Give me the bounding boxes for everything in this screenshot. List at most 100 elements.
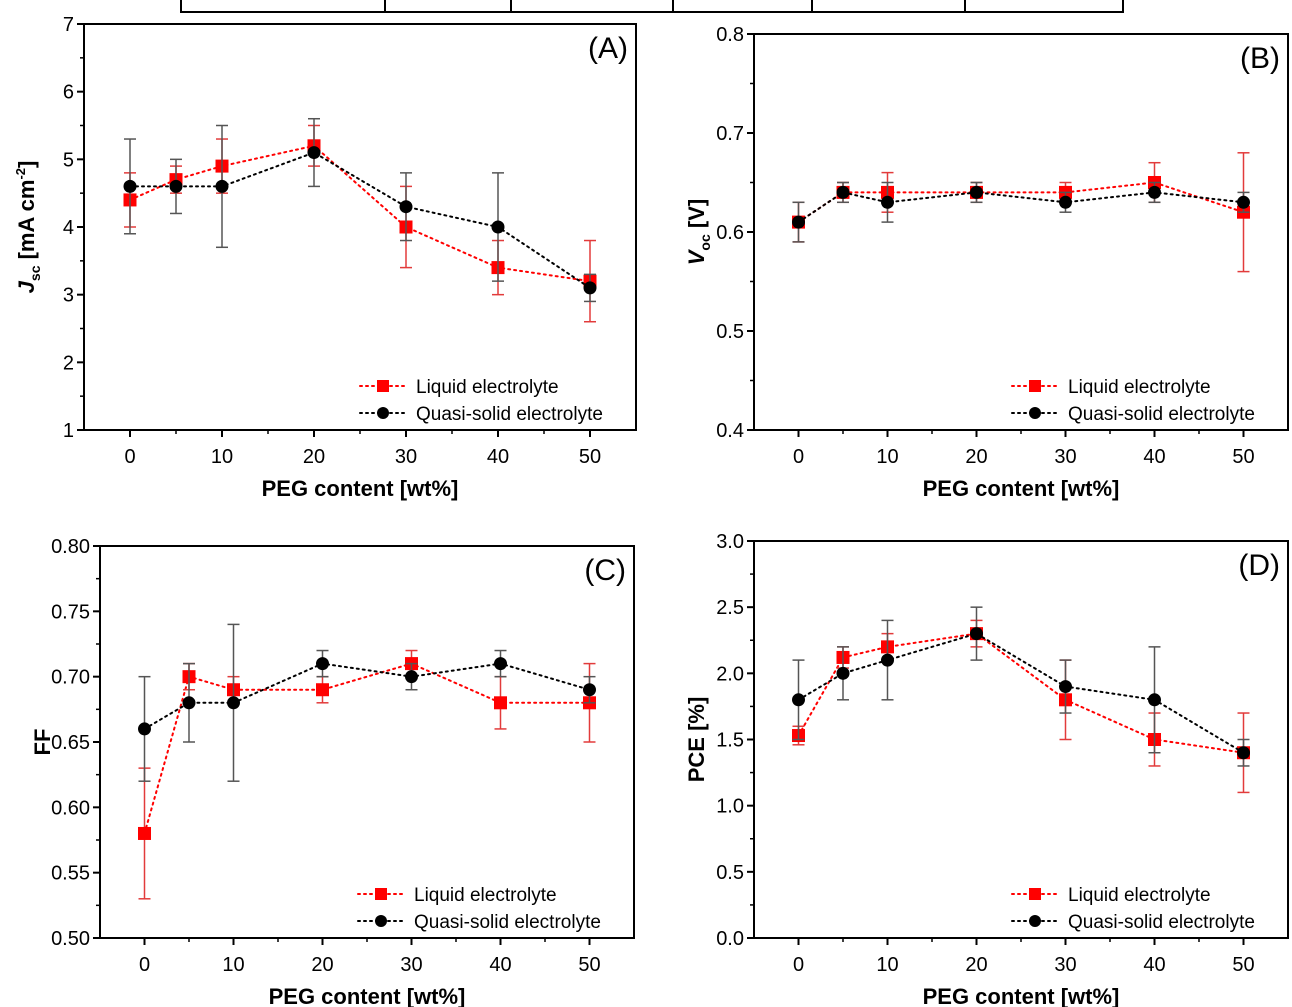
y-tick-label: 0.60 xyxy=(51,797,90,819)
x-tick-label: 0 xyxy=(139,954,150,976)
legend-label: Quasi-solid electrolyte xyxy=(416,404,603,425)
y-tick-label: 6 xyxy=(63,82,74,104)
x-tick-label: 50 xyxy=(1232,954,1254,976)
y-tick-label: 2 xyxy=(63,352,74,374)
y-axis-label: Jsc [mA cm-2] xyxy=(13,161,43,294)
legend-marker-square xyxy=(1029,380,1041,392)
x-axis-label: PEG content [wt%] xyxy=(923,476,1120,501)
y-tick-label: 5 xyxy=(63,149,74,171)
table-divider xyxy=(510,0,512,11)
x-tick-label: 10 xyxy=(211,446,233,468)
data-point-quasi-solid xyxy=(792,693,805,707)
x-tick-label: 30 xyxy=(395,446,417,468)
series-line-liquid xyxy=(797,632,1245,754)
data-point-quasi-solid xyxy=(1148,185,1161,199)
x-tick-label: 0 xyxy=(124,446,135,468)
series-line-liquid xyxy=(143,662,591,835)
data-point-quasi-solid xyxy=(1237,195,1250,209)
y-tick-label: 0.0 xyxy=(716,928,744,950)
legend-marker-circle xyxy=(1029,407,1041,419)
plot-frame xyxy=(83,23,637,431)
top-table-fragment xyxy=(180,0,1124,13)
y-tick-label: 4 xyxy=(63,217,74,239)
legend-marker-circle xyxy=(375,915,387,927)
y-tick-label: 1.0 xyxy=(716,796,744,818)
data-point-liquid xyxy=(316,683,329,697)
y-tick-label: 1 xyxy=(63,420,74,442)
x-tick-label: 0 xyxy=(793,446,804,468)
panel-label: (A) xyxy=(588,32,628,65)
chart-panel-c: 0 10 20 30 40 50 0.50 0.55 0.60 0.65 0.70 0.75 0.80 P… xyxy=(30,536,635,1007)
data-point-quasi-solid xyxy=(123,179,137,193)
y-tick-label: 2.5 xyxy=(716,597,744,619)
data-point-quasi-solid xyxy=(583,683,596,697)
panel-label: (D) xyxy=(1238,549,1280,582)
y-tick-label: 0.55 xyxy=(51,863,90,885)
table-divider xyxy=(384,0,386,11)
data-point-quasi-solid xyxy=(583,281,597,295)
data-point-quasi-solid xyxy=(836,185,850,199)
y-tick-label: 0.80 xyxy=(51,536,90,558)
table-divider xyxy=(672,0,674,11)
plot-frame xyxy=(753,540,1289,939)
y-tick-label: 0.4 xyxy=(716,420,744,442)
y-tick-label: 2.0 xyxy=(716,663,744,685)
y-tick-label: 3 xyxy=(63,285,74,307)
y-tick-label: 3.0 xyxy=(716,531,744,553)
data-point-quasi-solid xyxy=(970,185,983,199)
legend-label: Liquid electrolyte xyxy=(1068,377,1211,398)
plot-frame xyxy=(99,545,635,939)
data-point-quasi-solid xyxy=(491,220,505,234)
panel-label: (C) xyxy=(584,554,626,587)
x-tick-label: 30 xyxy=(1054,446,1076,468)
y-tick-label: 0.5 xyxy=(716,862,744,884)
x-tick-label: 40 xyxy=(1143,954,1165,976)
x-axis-label: PEG content [wt%] xyxy=(269,984,466,1007)
y-axis-label: PCE [%] xyxy=(684,697,709,783)
x-tick-label: 50 xyxy=(578,954,600,976)
y-tick-label: 0.6 xyxy=(716,222,744,244)
legend-marker-square xyxy=(375,888,387,900)
data-point-quasi-solid xyxy=(1148,693,1161,707)
data-point-quasi-solid xyxy=(881,195,894,209)
y-tick-label: 0.75 xyxy=(51,601,90,623)
data-point-quasi-solid xyxy=(792,215,805,229)
legend-marker-circle xyxy=(377,407,389,419)
x-tick-label: 10 xyxy=(876,446,898,468)
y-tick-label: 7 xyxy=(63,14,74,36)
x-tick-label: 20 xyxy=(303,446,325,468)
legend-marker-square xyxy=(1029,888,1041,900)
legend-label: Liquid electrolyte xyxy=(1068,885,1211,906)
legend-marker-circle xyxy=(1029,915,1041,927)
y-tick-label: 0.7 xyxy=(716,123,744,145)
x-tick-label: 30 xyxy=(1054,954,1076,976)
data-point-quasi-solid xyxy=(970,627,983,641)
x-tick-label: 50 xyxy=(579,446,601,468)
table-divider xyxy=(811,0,813,11)
x-tick-label: 20 xyxy=(965,446,987,468)
x-tick-label: 50 xyxy=(1232,446,1254,468)
data-point-quasi-solid xyxy=(1059,680,1072,694)
table-divider xyxy=(964,0,966,11)
panel-label: (B) xyxy=(1240,42,1280,75)
legend-label: Quasi-solid electrolyte xyxy=(1068,404,1255,425)
data-point-quasi-solid xyxy=(307,146,321,160)
y-axis-label: Voc [V] xyxy=(684,199,713,265)
legend-label: Quasi-solid electrolyte xyxy=(414,912,601,933)
legend-label: Quasi-solid electrolyte xyxy=(1068,912,1255,933)
y-tick-label: 1.5 xyxy=(716,730,744,752)
x-tick-label: 40 xyxy=(487,446,509,468)
y-tick-label: 0.5 xyxy=(716,321,744,343)
x-tick-label: 0 xyxy=(793,954,804,976)
y-tick-label: 0.50 xyxy=(51,928,90,950)
data-point-quasi-solid xyxy=(138,722,151,736)
plot-frame xyxy=(753,33,1289,431)
chart-panel-a: 0 10 20 30 40 50 1 2 3 4 5 6 7 PEG content [wt%] Jsc [… xyxy=(13,14,637,501)
legend-label: Liquid electrolyte xyxy=(416,377,559,398)
data-point-quasi-solid xyxy=(215,179,229,193)
data-point-quasi-solid xyxy=(881,653,894,667)
data-point-quasi-solid xyxy=(182,696,196,710)
chart-panel-d: 0 10 20 30 40 50 0.0 0.5 1.0 1.5 2.0 2.5 3.0 PEG cont… xyxy=(684,531,1289,1007)
data-point-quasi-solid xyxy=(227,696,240,710)
